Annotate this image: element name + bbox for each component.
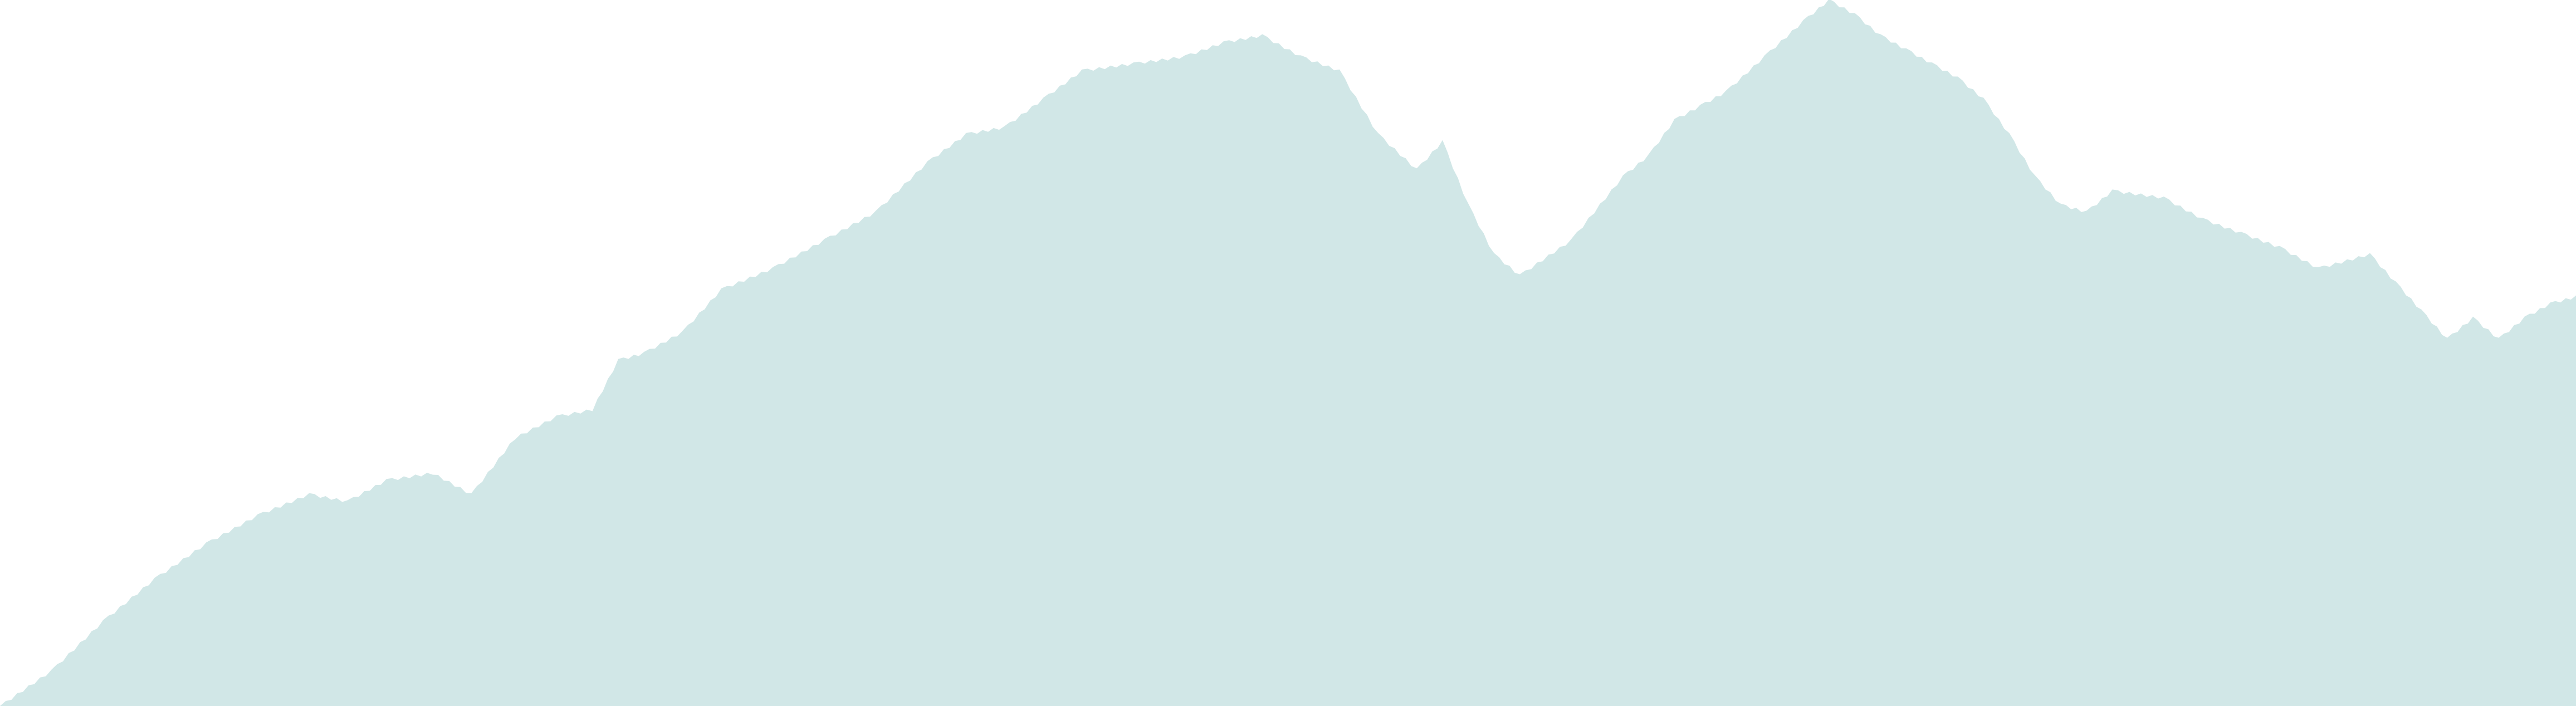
area-chart	[0, 0, 2576, 706]
chart-canvas	[0, 0, 2576, 706]
area-series-fill	[0, 0, 2576, 706]
